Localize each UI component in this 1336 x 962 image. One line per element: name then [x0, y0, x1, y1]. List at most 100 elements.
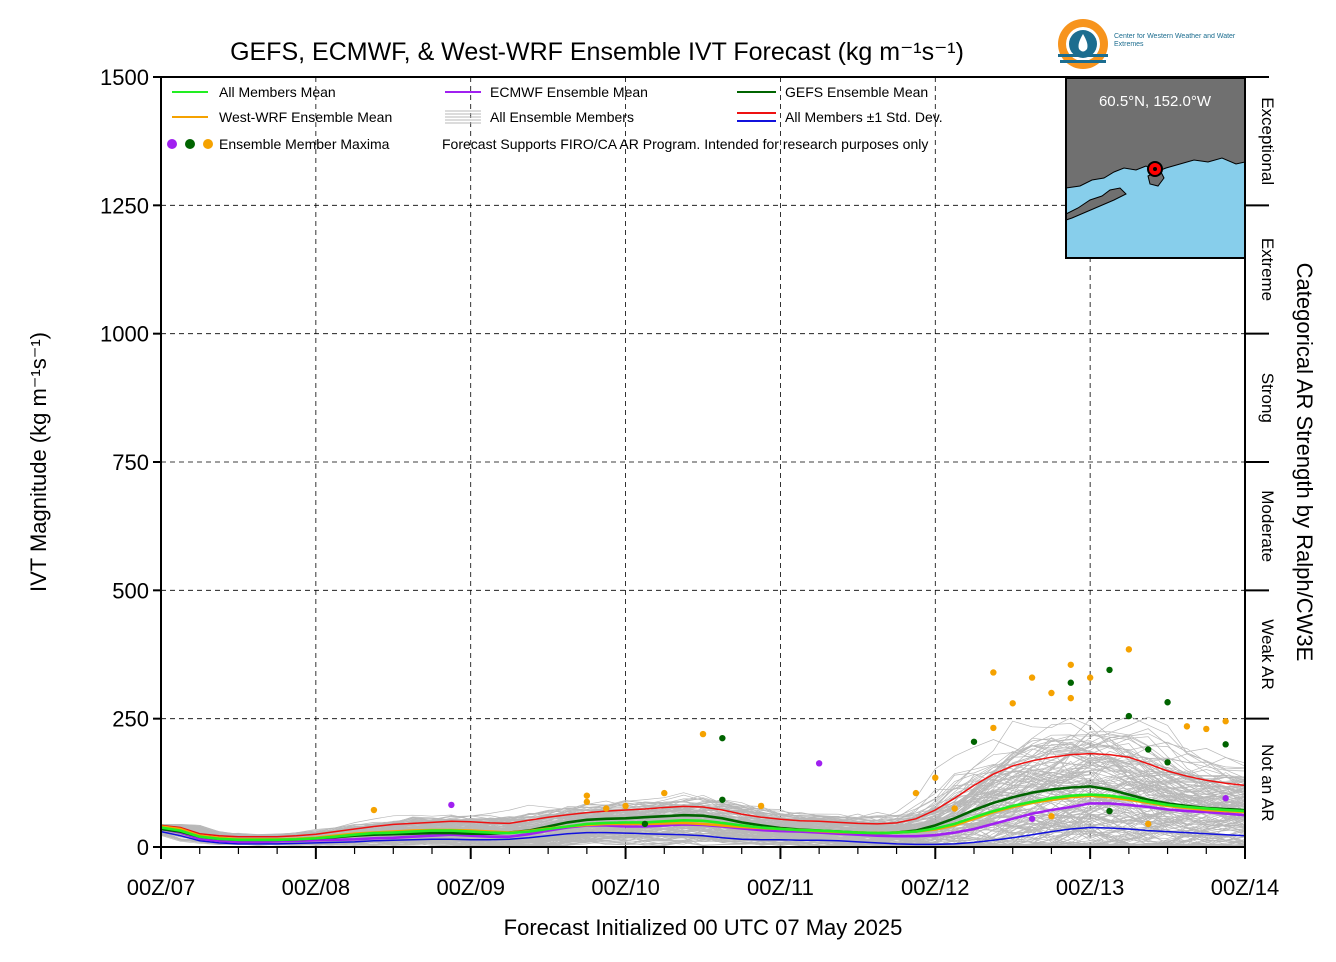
maxima-dot-westwrf [1183, 723, 1191, 730]
logo-wave [1060, 60, 1106, 63]
legend-label-all-mean: All Members Mean [219, 84, 336, 100]
legend: All Members Mean ECMWF Ensemble Mean GEF… [167, 84, 943, 152]
maxima-dot-ecmwf [815, 760, 823, 767]
ensemble-maxima-markers [370, 646, 1229, 828]
drop-shape [1078, 34, 1088, 52]
location-label: 60.5°N, 152.0°W [1099, 93, 1212, 110]
maxima-dot-westwrf [622, 802, 629, 810]
legend-label-maxima: Ensemble Member Maxima [219, 136, 390, 152]
y-tick-label: 750 [112, 450, 149, 475]
x-tick-label: 00Z/08 [282, 875, 351, 900]
chart-title: GEFS, ECMWF, & West-WRF Ensemble IVT For… [230, 38, 964, 66]
maxima-dot-westwrf [1048, 689, 1055, 697]
legend-dot-westwrf [203, 139, 213, 149]
maxima-dot-westwrf [1125, 646, 1133, 653]
maxima-dot-westwrf [932, 774, 939, 781]
y-tick-label: 0 [137, 835, 149, 860]
research-note: Forecast Supports FIRO/CA AR Program. In… [442, 136, 928, 152]
location-inset-map: 60.5°N, 152.0°W [1065, 77, 1246, 259]
legend-label-ecmwf-mean: ECMWF Ensemble Mean [490, 84, 648, 100]
category-label: Moderate [1258, 490, 1277, 562]
legend-dot-ecmwf [167, 139, 177, 149]
maxima-dot-westwrf [990, 724, 997, 732]
maxima-dot-westwrf [1222, 718, 1229, 725]
x-axis-label: Forecast Initialized 00 UTC 07 May 2025 [504, 915, 903, 940]
x-tick-label: 00Z/09 [436, 875, 505, 900]
y-axis-label: IVT Magnitude (kg m⁻¹s⁻¹) [26, 332, 51, 592]
category-label: Strong [1258, 373, 1277, 423]
maxima-dot-gefs [1164, 699, 1171, 706]
maxima-dot-gefs [641, 820, 649, 828]
cw3e-logo: Center for Western Weather and Water Ext… [1058, 19, 1236, 69]
ensemble-member-line [160, 829, 1246, 847]
maxima-dot-westwrf [583, 792, 591, 799]
series-line-all-mean [160, 793, 1246, 842]
logo-text: Center for Western Weather and Water Ext… [1114, 33, 1236, 48]
maxima-dot-gefs [719, 796, 726, 803]
x-tick-label: 00Z/10 [591, 875, 660, 900]
maxima-dot-westwrf [699, 730, 707, 738]
map-peninsula [1065, 187, 1127, 221]
location-marker-center [1153, 167, 1157, 171]
category-label: Not an AR [1258, 744, 1277, 822]
maxima-dot-gefs [719, 734, 726, 742]
maxima-dot-gefs [1145, 746, 1152, 753]
maxima-dot-gefs [1106, 807, 1113, 815]
category-label: Exceptional [1258, 97, 1277, 185]
series-line-std-upper [160, 752, 1246, 838]
ensemble-member-line [160, 771, 1246, 841]
ensemble-member-line [160, 733, 1246, 836]
maxima-dot-westwrf [1086, 674, 1094, 681]
maxima-dot-westwrf [1203, 725, 1210, 733]
maxima-dot-gefs [1067, 679, 1074, 686]
y-tick-label: 1250 [100, 193, 149, 218]
legend-swatch-all-members [445, 110, 481, 124]
category-label: Extreme [1258, 238, 1277, 301]
maxima-dot-ecmwf [1028, 815, 1036, 822]
ensemble-member-line [160, 822, 1246, 847]
y-tick-label: 1000 [100, 322, 149, 347]
maxima-dot-westwrf [603, 805, 610, 812]
maxima-dot-gefs [970, 738, 978, 745]
y-tick-label: 500 [112, 578, 149, 603]
y-tick-label: 250 [112, 707, 149, 732]
logo-text-box: Center for Western Weather and Water Ext… [1114, 33, 1236, 48]
maxima-dot-westwrf [661, 789, 668, 797]
maxima-dot-westwrf [1028, 674, 1036, 681]
maxima-dot-westwrf [1009, 700, 1016, 707]
series-line-std-lower [160, 826, 1246, 846]
maxima-dot-westwrf [1067, 661, 1074, 668]
legend-dot-gefs [185, 139, 195, 149]
maxima-dot-gefs [1106, 666, 1113, 674]
legend-label-westwrf-mean: West-WRF Ensemble Mean [219, 109, 392, 125]
map-frame [1065, 77, 1246, 259]
ar-category-labels: Not an AR Weak AR Moderate Strong Extreme Exc… [1245, 76, 1277, 822]
maxima-dot-westwrf [1145, 820, 1152, 828]
maxima-dot-gefs [1222, 741, 1229, 748]
x-tick-label: 00Z/12 [901, 875, 970, 900]
maxima-dot-ecmwf [1222, 795, 1229, 802]
legend-label-std-dev: All Members ±1 Std. Dev. [785, 109, 943, 125]
x-tick-label: 00Z/11 [747, 875, 814, 900]
ensemble-member-line [160, 746, 1246, 838]
maxima-dot-westwrf [1067, 694, 1074, 702]
maxima-dot-westwrf [990, 669, 997, 676]
logo-wave [1058, 54, 1108, 57]
y-axis-right-label: Categorical AR Strength by Ralph/CW3E [1292, 263, 1317, 662]
x-tick-label: 00Z/13 [1056, 875, 1125, 900]
y-tick-label: 1500 [100, 65, 149, 90]
maxima-dot-westwrf [951, 805, 958, 812]
maxima-dot-westwrf [370, 806, 378, 814]
maxima-dot-ecmwf [448, 801, 455, 809]
axes-ticks: 0 250 500 750 1000 1250 1500 00Z/07 00Z/08 00Z/09… [100, 65, 1279, 900]
x-tick-label: 00Z/14 [1211, 875, 1280, 900]
legend-label-all-members: All Ensemble Members [490, 109, 634, 125]
x-tick-label: 00Z/07 [127, 875, 196, 900]
maxima-dot-westwrf [912, 789, 920, 797]
maxima-dot-gefs [1125, 712, 1133, 720]
category-label: Weak AR [1258, 619, 1277, 690]
maxima-dot-westwrf [757, 802, 765, 810]
maxima-dot-westwrf [583, 798, 591, 806]
legend-label-gefs-mean: GEFS Ensemble Mean [785, 84, 928, 100]
